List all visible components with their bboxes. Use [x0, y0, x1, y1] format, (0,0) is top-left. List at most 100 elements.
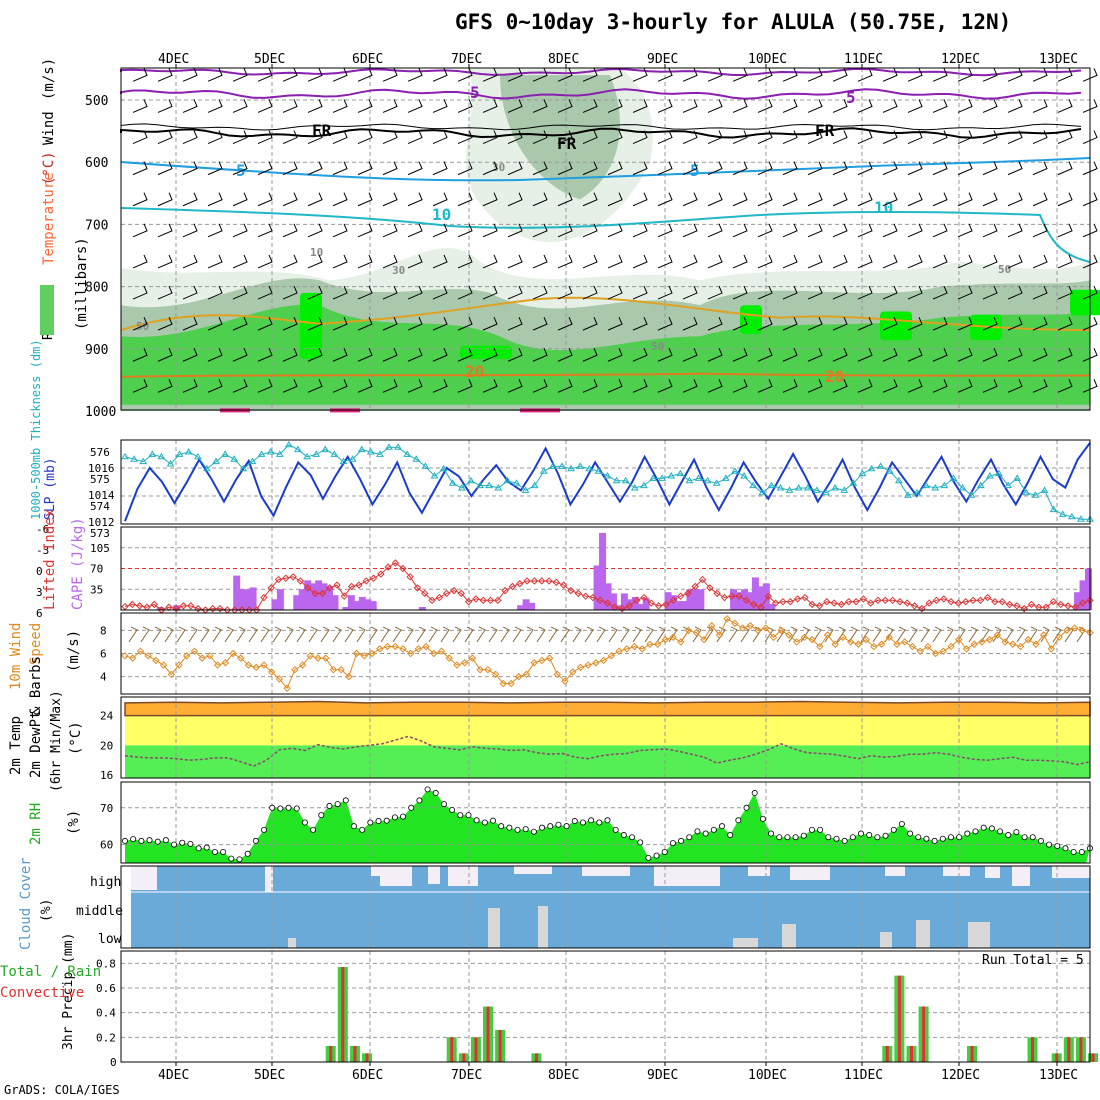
precip-conv-bar — [910, 1045, 913, 1062]
wind-point — [576, 663, 585, 672]
li-point — [786, 597, 794, 606]
rh2m-point — [849, 834, 856, 841]
wind-barb — [657, 192, 673, 207]
wind-point — [136, 647, 145, 655]
rh2m-point — [449, 806, 456, 813]
wind-barb — [732, 223, 748, 238]
wind-barb — [882, 348, 898, 362]
wind-barb — [632, 192, 648, 207]
wind-barb — [732, 68, 748, 82]
rh2m-point — [1037, 837, 1044, 844]
wind-barb — [382, 223, 398, 238]
wind-barb — [1032, 316, 1048, 331]
wind-barb — [607, 348, 623, 362]
wind-barb — [607, 68, 623, 82]
wind-barb — [232, 192, 248, 207]
ylabel-temp-a: 2m Temp — [8, 716, 24, 775]
rh2m-point — [252, 837, 259, 844]
rh2m-point — [858, 830, 865, 837]
li-point — [706, 584, 714, 592]
precip-conv-bar — [1055, 1053, 1059, 1062]
wind-barb — [132, 348, 148, 362]
wind-point — [592, 659, 600, 667]
wind-point — [877, 640, 886, 648]
cape-bar — [342, 607, 350, 610]
y-tick-precip: 0 — [110, 1056, 117, 1069]
rh2m-point — [195, 845, 202, 852]
y-tick-precip: 0.6 — [96, 982, 116, 995]
wind-barb-10m — [404, 626, 414, 643]
wind-barb — [582, 379, 598, 393]
thickness-point — [212, 457, 220, 465]
rh2m-point — [661, 848, 668, 855]
wind-barb — [582, 316, 598, 331]
li-point — [691, 582, 699, 591]
wind-barb — [957, 161, 973, 176]
wind-barb — [932, 68, 948, 82]
cloud-clear — [790, 866, 830, 880]
cloud-clear — [428, 866, 440, 884]
wind-point — [337, 665, 345, 674]
wind-barb — [182, 99, 198, 113]
panel-bg — [121, 951, 1090, 1062]
wind-barb — [932, 99, 948, 113]
li-point — [516, 580, 524, 588]
wind-barb — [557, 68, 573, 82]
wind-barb — [582, 192, 598, 207]
wind-barb — [1082, 161, 1098, 176]
wind-barb — [532, 316, 548, 331]
rh2m-point — [130, 836, 137, 843]
wind-barb-10m — [308, 626, 318, 643]
wind-barb — [457, 223, 473, 238]
thickness-point — [467, 476, 475, 484]
li-point — [1078, 599, 1087, 607]
thickness-point — [321, 445, 330, 453]
wind-point — [198, 654, 206, 662]
wind-barb — [357, 192, 373, 207]
wind-barb — [1057, 285, 1073, 300]
rh2m-point — [342, 797, 349, 804]
wind-barb — [907, 130, 923, 144]
wind-barb — [757, 316, 773, 331]
rh2m-point — [1062, 845, 1069, 852]
isotherm-neg5-upper — [120, 88, 1082, 100]
y-tick-label: 1000 — [85, 405, 116, 420]
precip-conv-bar — [897, 975, 901, 1062]
wind-point — [993, 631, 1002, 639]
cape-bar — [637, 604, 645, 610]
grid-precip — [121, 951, 1090, 1062]
wind-barb — [357, 161, 373, 176]
li-point — [750, 600, 758, 609]
wind-point — [1016, 642, 1025, 651]
cape-bar — [1074, 592, 1082, 610]
wind-point — [260, 661, 268, 669]
wind-barb — [1007, 379, 1023, 393]
wind-barb — [232, 316, 248, 331]
rh2m-point — [400, 813, 407, 820]
li-point — [1005, 600, 1014, 609]
wind-barb — [982, 348, 998, 362]
wind-barb — [657, 130, 673, 144]
cape-bar — [315, 580, 323, 610]
wind-barb — [582, 161, 598, 176]
wind-barb — [1057, 99, 1073, 113]
wind-barb — [782, 192, 798, 207]
wind-barb — [932, 348, 948, 362]
wind-barb — [457, 192, 473, 207]
wind-barb — [182, 348, 198, 362]
wind-barb — [357, 285, 373, 300]
wind-barb — [1057, 161, 1073, 176]
cape-bar — [331, 595, 339, 610]
li-point — [1020, 604, 1028, 613]
y-tick-li: 3 — [36, 586, 43, 599]
li-point — [472, 595, 480, 603]
x-tick-bottom: 5DEC — [254, 1068, 285, 1083]
wind-point — [916, 647, 924, 655]
wind-point — [839, 633, 847, 642]
wind-barb-10m — [860, 626, 870, 643]
wind-barb — [1007, 223, 1023, 238]
wind-barb — [507, 99, 523, 113]
li-point — [954, 599, 963, 607]
precip-conv-bar — [922, 1006, 926, 1062]
wind-barb — [932, 161, 948, 176]
